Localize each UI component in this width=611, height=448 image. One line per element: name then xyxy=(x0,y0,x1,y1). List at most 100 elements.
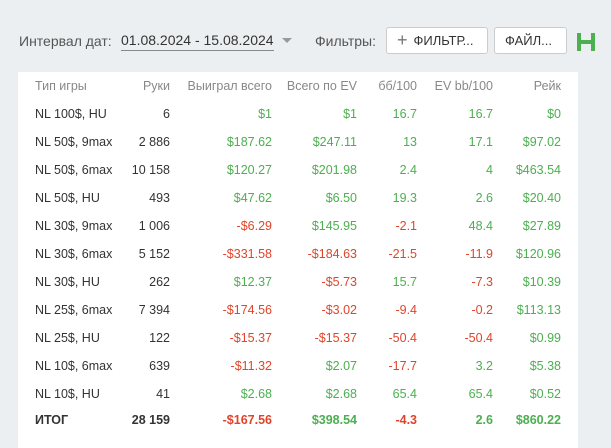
cell: -0.2 xyxy=(471,303,493,317)
cell: $0.52 xyxy=(529,387,561,401)
cell: $10.39 xyxy=(522,275,561,289)
cell: $187.62 xyxy=(226,135,272,149)
cell: -21.5 xyxy=(388,247,418,261)
game-type: ИТОГ xyxy=(35,413,69,427)
cell: -9.4 xyxy=(395,303,417,317)
cell: 15.7 xyxy=(392,275,417,289)
date-range[interactable]: 01.08.2024 - 15.08.2024 xyxy=(121,32,274,51)
cell: 10 158 xyxy=(131,163,170,177)
table-row: NL 25$, HU 122 -$15.37 -$15.37 -50.4 -50.4 $0.… xyxy=(18,324,578,352)
cell: 1 006 xyxy=(138,219,170,233)
cell: -$15.37 xyxy=(314,331,357,345)
game-type: NL 10$, 6max xyxy=(35,359,113,373)
cell: -17.7 xyxy=(388,359,418,373)
file-button-text: ФАЙЛ... xyxy=(505,33,552,48)
cell: $201.98 xyxy=(311,163,357,177)
table-row: NL 30$, 6max 5 152 -$331.58 -$184.63 -21.5 -1… xyxy=(18,240,578,268)
cell: -50.4 xyxy=(464,331,494,345)
cell: 28 159 xyxy=(131,413,170,427)
stats-card: Тип игры Руки Выиграл всего Всего по EV бб/1… xyxy=(18,72,578,448)
column-header: Тип игры xyxy=(35,79,87,93)
cell: $860.22 xyxy=(515,413,561,427)
plus-icon: + xyxy=(397,30,408,50)
cell: $247.11 xyxy=(312,135,357,149)
cell: $1 xyxy=(343,107,357,121)
file-button[interactable]: ФАЙЛ... xyxy=(494,27,567,54)
cell: $463.54 xyxy=(515,163,561,177)
cell: -$5.73 xyxy=(321,275,357,289)
interval-label: Интервал дат: xyxy=(19,33,112,49)
table-row: NL 50$, 9max 2 886 $187.62 $247.11 13 17.1 $97… xyxy=(18,128,578,156)
cell: $20.40 xyxy=(522,191,561,205)
game-type: NL 30$, 6max xyxy=(35,247,113,261)
cell: 2.6 xyxy=(475,191,493,205)
cell: 65.4 xyxy=(392,387,417,401)
cell: 262 xyxy=(149,275,170,289)
table-row: NL 30$, HU 262 $12.37 -$5.73 15.7 -7.3 $10.39 xyxy=(18,268,578,296)
cell: 2.4 xyxy=(399,163,417,177)
cell: -11.9 xyxy=(465,247,493,261)
cell: -50.4 xyxy=(388,331,418,345)
cell: -$331.58 xyxy=(222,247,272,261)
cell: $12.37 xyxy=(233,275,272,289)
cell: $0.99 xyxy=(529,331,561,345)
cell: $6.50 xyxy=(325,191,357,205)
cell: $120.27 xyxy=(226,163,272,177)
cell: 2 886 xyxy=(138,135,170,149)
table-row: NL 25$, 6max 7 394 -$174.56 -$3.02 -9.4 -0.2 $… xyxy=(18,296,578,324)
cell: 65.4 xyxy=(468,387,493,401)
toolbar: Интервал дат: 01.08.2024 - 15.08.2024 Фи… xyxy=(0,0,611,70)
column-header: Выиграл всего xyxy=(187,79,272,93)
cell: 7 394 xyxy=(138,303,170,317)
cell: 3.2 xyxy=(475,359,493,373)
cell: 639 xyxy=(149,359,170,373)
cell: 5 152 xyxy=(138,247,170,261)
column-header: Рейк xyxy=(533,79,561,93)
cell: -7.3 xyxy=(471,275,493,289)
cell: 19.3 xyxy=(392,191,417,205)
cell: -$167.56 xyxy=(222,413,272,427)
game-type: NL 100$, HU xyxy=(35,107,107,121)
filter-button-text: ФИЛЬТР... xyxy=(413,33,474,48)
logo-icon[interactable] xyxy=(575,30,597,54)
cell: -$174.56 xyxy=(222,303,272,317)
column-header: EV bb/100 xyxy=(434,79,493,93)
cell: $398.54 xyxy=(311,413,357,427)
table-row: NL 50$, 6max 10 158 $120.27 $201.98 2.4 4 $463… xyxy=(18,156,578,184)
cell: -4.3 xyxy=(395,413,417,427)
cell: $27.89 xyxy=(522,219,561,233)
cell: $2.07 xyxy=(325,359,357,373)
game-type: NL 50$, 6max xyxy=(35,163,113,177)
table-row: NL 100$, HU 6 $1 $1 16.7 16.7 $0 xyxy=(18,100,578,128)
cell: 17.1 xyxy=(468,135,493,149)
game-type: NL 50$, 9max xyxy=(35,135,113,149)
dropdown-caret[interactable] xyxy=(282,38,292,43)
cell: -$3.02 xyxy=(321,303,357,317)
table-row: NL 50$, HU 493 $47.62 $6.50 19.3 2.6 $20.40 xyxy=(18,184,578,212)
game-type: NL 30$, 9max xyxy=(35,219,113,233)
cell: 48.4 xyxy=(468,219,493,233)
cell: $47.62 xyxy=(233,191,272,205)
game-type: NL 25$, HU xyxy=(35,331,100,345)
game-type: NL 50$, HU xyxy=(35,191,100,205)
cell: $113.13 xyxy=(516,303,561,317)
cell: 16.7 xyxy=(468,107,493,121)
total-row: ИТОГ 28 159 -$167.56 $398.54 -4.3 2.6 $860.22 xyxy=(18,408,578,432)
cell: 493 xyxy=(149,191,170,205)
cell: 122 xyxy=(149,331,170,345)
cell: $2.68 xyxy=(325,387,357,401)
filters-label: Фильтры: xyxy=(315,33,376,49)
game-type: NL 25$, 6max xyxy=(35,303,113,317)
cell: 16.7 xyxy=(392,107,417,121)
game-type: NL 10$, HU xyxy=(35,387,100,401)
game-type: NL 30$, HU xyxy=(35,275,100,289)
cell: 4 xyxy=(486,163,493,177)
cell: -$15.37 xyxy=(229,331,272,345)
column-header: бб/100 xyxy=(378,79,417,93)
table-row: NL 30$, 9max 1 006 -$6.29 $145.95 -2.1 48.4 $2… xyxy=(18,212,578,240)
cell: $97.02 xyxy=(522,135,561,149)
cell: $1 xyxy=(258,107,272,121)
filter-button[interactable]: + ФИЛЬТР... xyxy=(386,27,488,54)
cell: 6 xyxy=(163,107,170,121)
